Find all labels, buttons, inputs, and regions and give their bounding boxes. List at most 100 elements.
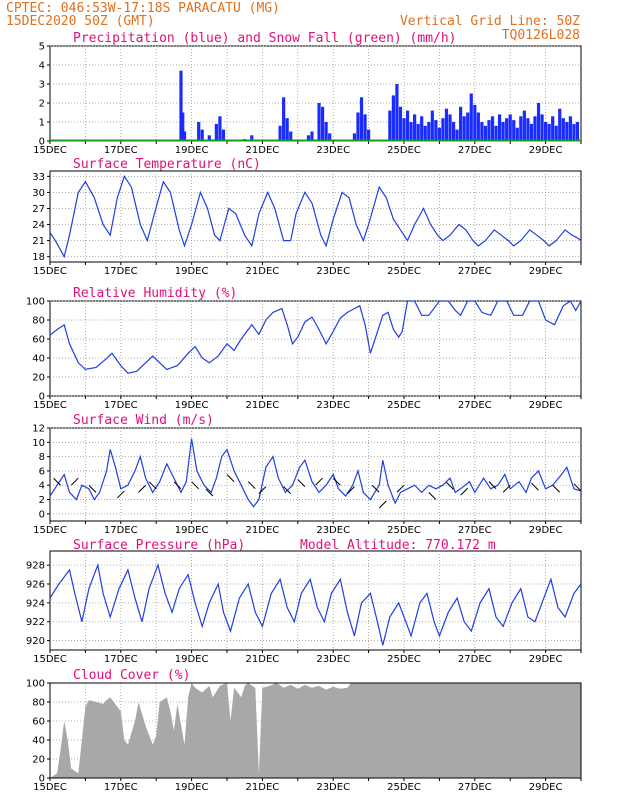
- precip-bar: [416, 123, 420, 141]
- y-tick-label: 2: [39, 495, 45, 506]
- y-tick-label: 3: [39, 80, 45, 91]
- precip-bar: [512, 120, 516, 141]
- wind-arrow: [531, 482, 539, 491]
- wind-arrow: [283, 486, 291, 495]
- precip-bar: [526, 118, 530, 141]
- y-tick-label: 0: [39, 392, 45, 403]
- wind-arrow: [371, 484, 380, 493]
- precip-bar: [505, 118, 509, 141]
- date-label: 25DEC: [387, 654, 421, 665]
- date-label: 21DEC: [246, 400, 280, 411]
- precip-bar: [572, 123, 576, 141]
- station-title: CPTEC: 046:53W-17:18S PARACATU (MG): [6, 1, 280, 16]
- precip-bar: [310, 131, 314, 141]
- date-label: 15DEC: [33, 782, 67, 793]
- series-line-temp: [49, 175, 582, 259]
- precip-bar: [540, 114, 544, 141]
- wind-arrow: [460, 487, 469, 496]
- y-tick-label: 33: [32, 172, 45, 183]
- run-date: 15DEC2020 50Z (GMT): [6, 14, 155, 29]
- date-label: 25DEC: [387, 266, 421, 277]
- precip-bar: [317, 103, 321, 141]
- precip-bar: [462, 116, 466, 141]
- precip-bar: [352, 133, 357, 141]
- precip-bar: [395, 84, 399, 141]
- date-label: 25DEC: [387, 782, 421, 793]
- date-label: 17DEC: [104, 400, 138, 411]
- date-label: 21DEC: [246, 145, 280, 156]
- wind-arrow: [488, 481, 497, 490]
- date-label: 19DEC: [175, 266, 209, 277]
- precip-bar: [508, 114, 512, 141]
- y-tick-label: 926: [26, 580, 45, 591]
- panel-title-pres: Surface Pressure (hPa): [73, 538, 245, 553]
- precip-bar: [490, 116, 495, 141]
- precip-bar: [409, 122, 413, 141]
- wind-arrow: [502, 484, 511, 493]
- precip-bar: [181, 112, 185, 141]
- date-label: 29DEC: [529, 145, 563, 156]
- series-line-rh: [49, 300, 582, 374]
- precip-bar: [515, 127, 519, 141]
- date-label: 19DEC: [175, 525, 209, 536]
- precip-bar: [391, 95, 395, 141]
- frame-rh: [49, 300, 582, 397]
- wind-arrow: [247, 481, 256, 490]
- precip-bar: [459, 106, 463, 141]
- wind-arrow: [191, 481, 200, 490]
- precip-bar: [367, 129, 371, 141]
- wind-arrow: [88, 485, 97, 493]
- y-tick-label: 0: [39, 509, 45, 520]
- y-tick-label: 920: [26, 636, 45, 647]
- y-tick-label: 20: [32, 755, 45, 766]
- precip-bar: [179, 70, 183, 141]
- date-label: 23DEC: [316, 654, 350, 665]
- precip-bar: [402, 118, 406, 141]
- date-label: 19DEC: [175, 400, 209, 411]
- precip-bar: [529, 123, 534, 141]
- precip-bar: [494, 125, 498, 141]
- y-tick-label: 21: [32, 236, 45, 247]
- precip-bar: [469, 93, 473, 141]
- precip-bar: [306, 135, 311, 141]
- precip-bar: [359, 97, 364, 141]
- y-tick-label: 27: [32, 204, 45, 215]
- wind-arrow: [53, 477, 61, 486]
- wind-arrow: [226, 474, 235, 483]
- y-tick-label: 24: [32, 220, 45, 231]
- precip-bar: [466, 112, 470, 141]
- y-tick-label: 20: [32, 373, 45, 384]
- wind-arrow: [552, 484, 561, 493]
- precip-bar: [423, 125, 427, 141]
- y-tick-label: 2: [39, 99, 45, 110]
- precip-bar: [324, 122, 328, 141]
- precip-bar: [214, 123, 218, 141]
- y-tick-label: 60: [32, 717, 45, 728]
- panel-precip: Precipitation (blue) and Snow Fall (gree…: [33, 31, 582, 156]
- header: CPTEC: 046:53W-17:18S PARACATU (MG) 15DE…: [6, 1, 580, 43]
- date-label: 23DEC: [316, 782, 350, 793]
- precip-bar: [405, 110, 410, 141]
- wind-arrow: [573, 483, 582, 492]
- precip-bar: [551, 116, 555, 141]
- y-tick-label: 0: [39, 774, 45, 785]
- date-label: 15DEC: [33, 145, 67, 156]
- precip-bar: [473, 104, 477, 141]
- precip-bar: [536, 103, 541, 141]
- precip-bar: [320, 106, 325, 141]
- precip-bar: [441, 118, 445, 141]
- date-label: 27DEC: [458, 525, 492, 536]
- precip-bar: [575, 122, 580, 141]
- date-label: 21DEC: [246, 525, 280, 536]
- wind-arrow: [173, 481, 182, 490]
- panel-wind: Surface Wind (m/s) 0 2 4 6 8 10 12 15DEC 17DEC 19D…: [32, 413, 582, 536]
- precip-bar: [565, 122, 569, 141]
- y-tick-label: 1: [39, 118, 45, 129]
- date-label: 29DEC: [529, 654, 563, 665]
- y-tick-label: 80: [32, 316, 45, 327]
- precip-bar: [522, 110, 526, 141]
- date-label: 29DEC: [529, 782, 563, 793]
- precip-bar: [554, 125, 558, 141]
- y-tick-label: 4: [39, 481, 45, 492]
- date-label: 21DEC: [246, 266, 280, 277]
